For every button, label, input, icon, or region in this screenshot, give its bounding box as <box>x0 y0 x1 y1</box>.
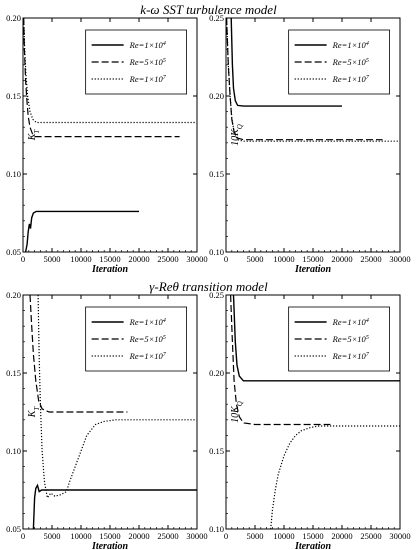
series-line-solid <box>24 210 139 252</box>
legend-label: Re=5×105 <box>332 57 369 67</box>
x-axis-label: Iteration <box>91 541 129 550</box>
y-axis-label: 10KQ <box>230 401 244 423</box>
y-tick-label: 0.15 <box>6 91 21 101</box>
series-line-solid <box>32 483 197 529</box>
section-title-transition: γ-Reθ transition model <box>149 279 268 294</box>
x-tick-label: 10000 <box>273 531 294 541</box>
y-tick-label: 0.25 <box>209 13 224 23</box>
y-tick-label: 0.05 <box>6 247 21 257</box>
y-axis-label: KT <box>27 129 41 142</box>
x-tick-label: 25000 <box>157 531 178 541</box>
x-tick-label: 20000 <box>331 254 352 264</box>
legend-label: Re=1×104 <box>332 317 369 327</box>
legend-label: Re=5×105 <box>332 334 369 344</box>
y-tick-label: 0.15 <box>6 368 21 378</box>
y-tick-label: 0.10 <box>6 169 21 179</box>
x-tick-label: 10000 <box>70 531 91 541</box>
y-tick-label: 0.20 <box>209 91 224 101</box>
chart-sst-kt: 0 5000 10000 15000 20000 25000 30000 0.05 0.10 0.… <box>6 13 208 275</box>
x-tick-label: 15000 <box>302 254 323 264</box>
legend-label: Re=1×104 <box>129 40 166 50</box>
y-tick-label: 0.20 <box>6 13 21 23</box>
y-axis-label: 10KQ <box>230 124 244 146</box>
x-tick-label: 25000 <box>360 254 381 264</box>
x-tick-label: 30000 <box>186 254 207 264</box>
x-tick-label: 15000 <box>99 531 120 541</box>
y-tick-label: 0.20 <box>6 290 21 300</box>
y-tick-label: 0.05 <box>6 524 21 534</box>
x-tick-label: 0 <box>21 254 25 264</box>
x-tick-label: 10000 <box>70 254 91 264</box>
series-line-solid <box>232 295 400 382</box>
chart-transition-kq: 0 5000 10000 15000 20000 25000 30000 0.10 0.15 0.… <box>209 290 411 550</box>
y-tick-label: 0.10 <box>209 247 224 257</box>
x-tick-label: 5000 <box>44 531 61 541</box>
legend-label: Re=5×105 <box>129 57 166 67</box>
section-title-sst: k-ω SST turbulence model <box>140 2 277 17</box>
series-line-dashed <box>226 18 383 141</box>
x-tick-label: 20000 <box>128 531 149 541</box>
series-line-dashed <box>230 295 331 426</box>
y-tick-label: 0.15 <box>209 446 224 456</box>
x-axis-label: Iteration <box>294 264 332 275</box>
x-tick-label: 5000 <box>44 254 61 264</box>
x-tick-label: 15000 <box>99 254 120 264</box>
series-line-dotted <box>37 295 197 500</box>
legend-label: Re=5×105 <box>129 334 166 344</box>
x-tick-label: 30000 <box>389 531 410 541</box>
x-tick-label: 5000 <box>247 254 264 264</box>
x-tick-label: 25000 <box>360 531 381 541</box>
x-axis-label: Iteration <box>294 541 332 550</box>
series-line-dotted <box>270 425 400 529</box>
series-line-dashed <box>23 18 180 138</box>
chart-sst-kq: 0 5000 10000 15000 20000 25000 30000 0.10 0.15 0.… <box>209 13 411 275</box>
x-tick-label: 0 <box>21 531 25 541</box>
y-tick-label: 0.10 <box>209 524 224 534</box>
legend-label: Re=1×107 <box>332 74 370 84</box>
x-axis-label: Iteration <box>91 264 129 275</box>
legend-label: Re=1×107 <box>129 351 167 361</box>
x-tick-label: 20000 <box>128 254 149 264</box>
chart-transition-kt: 0 5000 10000 15000 20000 25000 30000 0.05 0.10 0.… <box>6 290 208 550</box>
series-line-solid <box>230 18 342 107</box>
legend-label: Re=1×107 <box>129 74 167 84</box>
y-tick-label: 0.25 <box>209 290 224 300</box>
series-line-dotted <box>23 18 197 124</box>
x-tick-label: 20000 <box>331 531 352 541</box>
y-tick-label: 0.20 <box>209 368 224 378</box>
x-tick-label: 5000 <box>247 531 264 541</box>
series-line-dashed <box>29 295 128 413</box>
x-tick-label: 30000 <box>389 254 410 264</box>
x-tick-label: 15000 <box>302 531 323 541</box>
x-tick-label: 30000 <box>186 531 207 541</box>
x-tick-label: 25000 <box>157 254 178 264</box>
series-line-dotted <box>226 18 400 142</box>
legend-label: Re=1×104 <box>129 317 166 327</box>
x-tick-label: 10000 <box>273 254 294 264</box>
x-tick-label: 0 <box>224 531 228 541</box>
x-tick-label: 0 <box>224 254 228 264</box>
y-tick-label: 0.15 <box>209 169 224 179</box>
y-axis-label: KT <box>27 406 41 419</box>
y-tick-label: 0.10 <box>6 446 21 456</box>
legend-label: Re=1×107 <box>332 351 370 361</box>
legend-label: Re=1×104 <box>332 40 369 50</box>
